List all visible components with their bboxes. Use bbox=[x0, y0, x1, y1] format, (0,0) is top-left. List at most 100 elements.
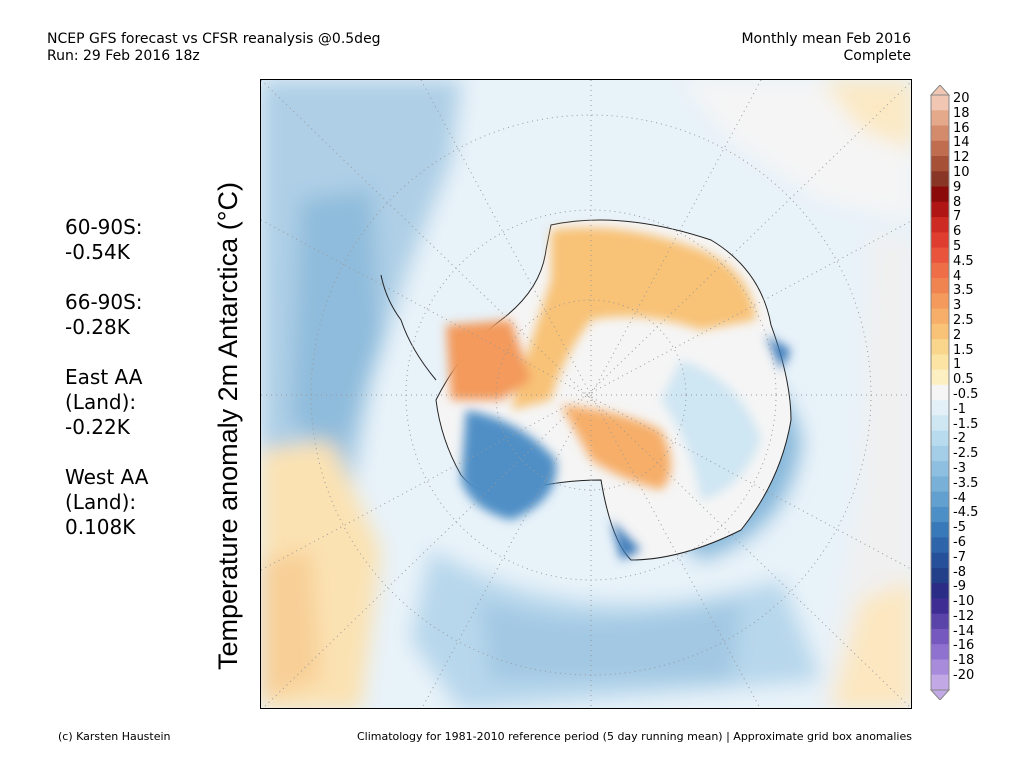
colorbar-tick-label: -7 bbox=[953, 549, 966, 565]
colorbar-swatch bbox=[931, 293, 949, 310]
colorbar-tick-label: 14 bbox=[953, 135, 970, 151]
colorbar-swatch bbox=[931, 461, 949, 477]
stat-label: 66-90S: bbox=[65, 290, 143, 314]
colorbar-tick-label: 1.5 bbox=[953, 342, 974, 358]
stat-60-90s: 60-90S: -0.54K bbox=[65, 215, 148, 265]
colorbar-tick-label: -1 bbox=[953, 401, 966, 417]
colorbar-swatch bbox=[931, 583, 949, 599]
colorbar-swatch bbox=[931, 476, 949, 493]
colorbar-tick-label: 7 bbox=[953, 209, 962, 225]
colorbar-extend-bottom bbox=[930, 689, 950, 700]
colorbar-tick-label: 12 bbox=[953, 150, 970, 166]
colorbar-swatch bbox=[931, 491, 949, 508]
colorbar-tick-label: -20 bbox=[953, 668, 975, 684]
colorbar-tick-label: 3.5 bbox=[953, 283, 974, 299]
stat-label-sub: (Land): bbox=[65, 490, 137, 514]
colorbar-tick-label: -12 bbox=[953, 608, 975, 624]
colorbar-tick-label: -9 bbox=[953, 579, 966, 595]
colorbar-swatch bbox=[931, 308, 949, 325]
stat-label-sub: (Land): bbox=[65, 390, 137, 414]
colorbar-tick-label: 4 bbox=[953, 268, 962, 284]
run-time: Run: 29 Feb 2016 18z bbox=[47, 48, 200, 64]
colorbar-tick-label: -5 bbox=[953, 520, 966, 536]
map-svg bbox=[261, 80, 911, 708]
antarctica bbox=[435, 219, 792, 561]
colorbar-tick-label: -1.5 bbox=[953, 416, 979, 432]
colorbar-swatch bbox=[931, 171, 949, 188]
colorbar-tick-label: 4.5 bbox=[953, 253, 974, 269]
colorbar-tick-label: -6 bbox=[953, 534, 966, 550]
colorbar-swatch bbox=[931, 247, 949, 264]
colorbar-tick-label: -10 bbox=[953, 594, 975, 610]
colorbar-frame bbox=[930, 94, 950, 691]
colorbar-swatch bbox=[931, 217, 949, 233]
colorbar-swatch bbox=[931, 201, 949, 218]
colorbar-extend-top bbox=[930, 85, 950, 96]
header-right: Monthly mean Feb 2016 Complete bbox=[741, 31, 911, 65]
colorbar-swatch bbox=[931, 278, 949, 294]
colorbar-swatch bbox=[931, 430, 949, 447]
colorbar-swatch bbox=[931, 644, 949, 660]
colorbar-tick-label: 9 bbox=[953, 179, 962, 195]
colorbar-svg bbox=[930, 85, 950, 700]
stat-value: -0.22K bbox=[65, 415, 130, 439]
colorbar-swatch bbox=[931, 95, 949, 111]
colorbar-swatch bbox=[931, 140, 949, 157]
anomaly-map bbox=[260, 79, 912, 709]
colorbar-labels: 20 18 16 14 12 10 9 8 7 6 5 4.5 4 3.5 3 2.5 2 1.5 1 0.5 -0.5… bbox=[953, 91, 979, 684]
anomaly-stats: 60-90S: -0.54K 66-90S: -0.28K East AA (L… bbox=[65, 215, 148, 565]
colorbar-swatch bbox=[931, 125, 949, 142]
colorbar-tick-label: 2.5 bbox=[953, 312, 974, 328]
colorbar-swatch bbox=[931, 613, 949, 630]
colorbar-swatch bbox=[931, 537, 949, 554]
status-label: Complete bbox=[843, 48, 911, 64]
colorbar-tick-label: 8 bbox=[953, 194, 962, 210]
colorbar-swatch bbox=[931, 628, 949, 645]
colorbar-tick-label: 20 bbox=[953, 91, 970, 106]
colorbar-tick-label: 2 bbox=[953, 327, 962, 343]
colorbar-tick-label: -8 bbox=[953, 564, 966, 580]
stat-value: -0.28K bbox=[65, 315, 130, 339]
colorbar-swatch bbox=[931, 384, 949, 401]
stat-value: 0.108K bbox=[65, 515, 136, 539]
colorbar-swatch bbox=[931, 674, 949, 691]
colorbar-tick-label: -4 bbox=[953, 490, 966, 506]
peninsula-coast bbox=[380, 274, 437, 381]
colorbar-tick-label: -18 bbox=[953, 653, 975, 669]
colorbar-tick-label: 18 bbox=[953, 105, 970, 121]
stat-label: 60-90S: bbox=[65, 215, 143, 239]
colorbar-swatch bbox=[931, 598, 949, 615]
credit: (c) Karsten Haustein bbox=[58, 730, 171, 743]
stat-66-90s: 66-90S: -0.28K bbox=[65, 290, 148, 340]
colorbar-tick-label: -3.5 bbox=[953, 475, 979, 491]
footnote: Climatology for 1981-2010 reference peri… bbox=[356, 730, 912, 743]
header-left: NCEP GFS forecast vs CFSR reanalysis @0.… bbox=[47, 31, 381, 65]
period-title: Monthly mean Feb 2016 bbox=[741, 31, 911, 47]
colorbar bbox=[930, 85, 950, 700]
colorbar-swatch bbox=[931, 354, 949, 371]
colorbar-swatch bbox=[931, 415, 949, 432]
stat-east-aa: East AA (Land): -0.22K bbox=[65, 365, 148, 440]
colorbar-tick-label: -4.5 bbox=[953, 505, 979, 521]
colorbar-tick-label: 16 bbox=[953, 120, 970, 136]
model-title: NCEP GFS forecast vs CFSR reanalysis @0.… bbox=[47, 31, 381, 47]
colorbar-swatch bbox=[931, 522, 949, 538]
colorbar-swatch bbox=[931, 506, 949, 523]
colorbar-tick-label: -0.5 bbox=[953, 386, 979, 402]
colorbar-swatch bbox=[931, 552, 949, 569]
stat-west-aa: West AA (Land): 0.108K bbox=[65, 465, 148, 540]
colorbar-swatch bbox=[931, 659, 949, 676]
map-title: Temperature anomaly 2m Antarctica (°C) bbox=[213, 182, 243, 670]
stat-value: -0.54K bbox=[65, 240, 130, 264]
colorbar-swatch bbox=[931, 339, 949, 355]
colorbar-swatch bbox=[931, 232, 949, 249]
colorbar-swatch bbox=[931, 262, 949, 279]
colorbar-swatch bbox=[931, 323, 949, 340]
colorbar-tick-label: 0.5 bbox=[953, 372, 974, 388]
stat-label: West AA bbox=[65, 465, 149, 489]
colorbar-tick-label: 3 bbox=[953, 298, 962, 314]
colorbar-tick-label: 5 bbox=[953, 238, 962, 254]
colorbar-swatch bbox=[931, 186, 949, 203]
colorbar-swatch bbox=[931, 110, 949, 127]
colorbar-tick-label: -16 bbox=[953, 638, 975, 654]
